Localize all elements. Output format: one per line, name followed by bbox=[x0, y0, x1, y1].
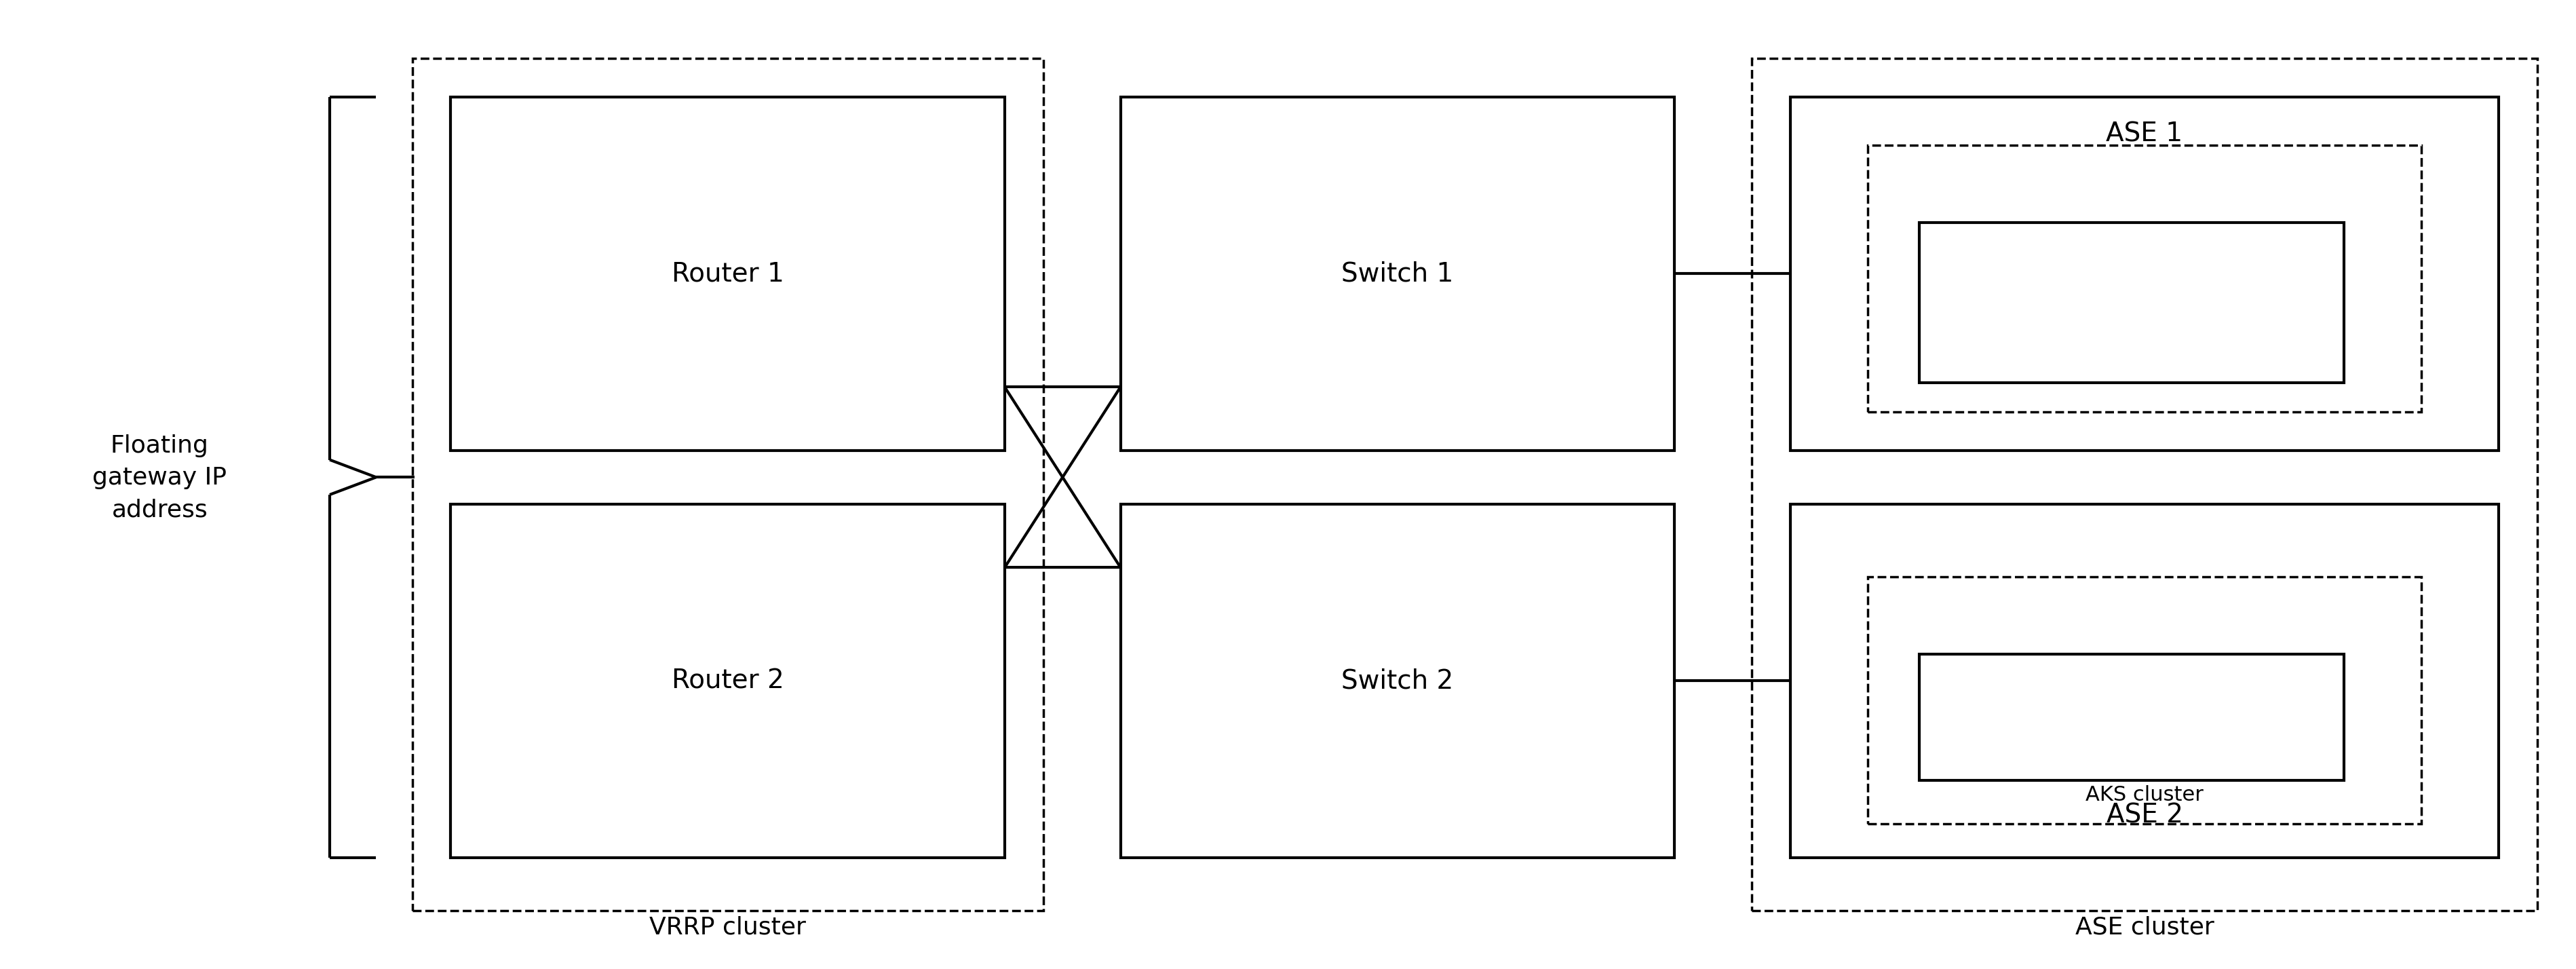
Text: Router 1: Router 1 bbox=[672, 261, 783, 287]
Text: Packet Core: Packet Core bbox=[2053, 290, 2210, 316]
Text: ASE cluster: ASE cluster bbox=[2076, 916, 2213, 939]
Bar bbox=[1790, 97, 2499, 451]
Text: VRRP cluster: VRRP cluster bbox=[649, 916, 806, 939]
Bar bbox=[1868, 145, 2421, 412]
Bar bbox=[412, 58, 1043, 911]
Bar bbox=[1919, 223, 2344, 383]
Bar bbox=[1868, 577, 2421, 824]
Text: ASE 2: ASE 2 bbox=[2107, 802, 2182, 828]
Text: Switch 2: Switch 2 bbox=[1342, 668, 1453, 694]
Text: ASE 1: ASE 1 bbox=[2107, 121, 2182, 147]
Bar bbox=[1790, 504, 2499, 858]
Text: AKS cluster: AKS cluster bbox=[2087, 785, 2202, 804]
Text: Router 2: Router 2 bbox=[672, 668, 783, 694]
Bar bbox=[1752, 58, 2537, 911]
Text: Switch 1: Switch 1 bbox=[1342, 261, 1453, 287]
Bar bbox=[451, 97, 1005, 451]
Bar bbox=[1919, 654, 2344, 780]
Bar bbox=[1121, 97, 1674, 451]
Text: Floating
gateway IP
address: Floating gateway IP address bbox=[93, 434, 227, 521]
Text: Packet Core: Packet Core bbox=[2053, 695, 2210, 720]
Bar bbox=[451, 504, 1005, 858]
Bar bbox=[1121, 504, 1674, 858]
